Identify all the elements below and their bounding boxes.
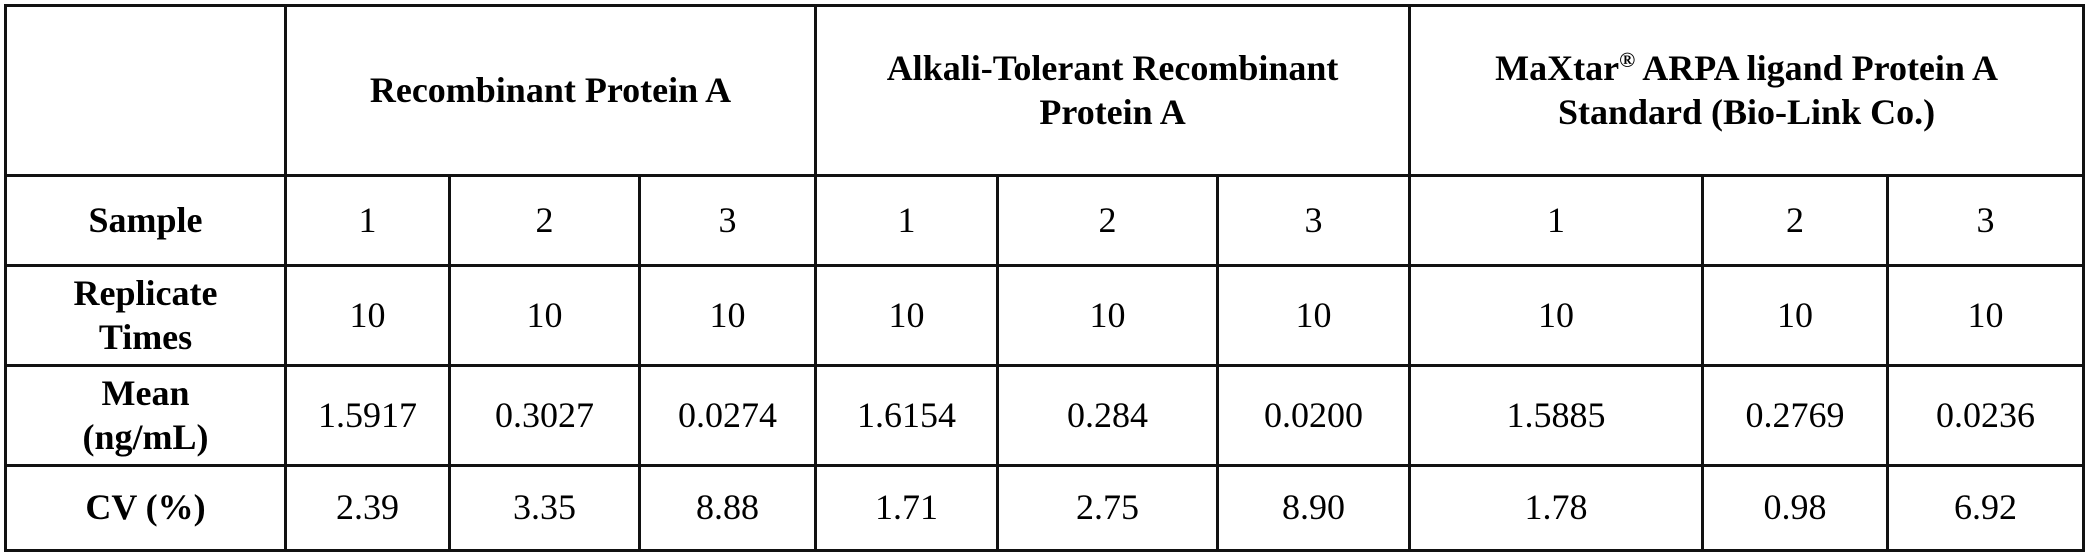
- table-cell: 3: [1886, 174, 2086, 267]
- table-row-mean: Mean (ng/mL) 1.5917 0.3027 0.0274 1.6154…: [4, 364, 2086, 467]
- table-cell: 10: [1408, 264, 1705, 367]
- row-label-line: Replicate: [73, 272, 218, 313]
- row-label: Mean (ng/mL): [4, 364, 287, 467]
- table-cell: 10: [448, 264, 641, 367]
- corner-cell: [4, 4, 287, 177]
- table-cell: 8.90: [1216, 464, 1412, 552]
- table-cell: 6.92: [1886, 464, 2086, 552]
- group-header-line: ARPA ligand Protein A: [1635, 47, 1998, 88]
- row-label: Sample: [4, 174, 287, 267]
- table-cell: 2.39: [284, 464, 451, 552]
- table-cell: 3.35: [448, 464, 641, 552]
- table-cell: 1: [284, 174, 451, 267]
- row-label-line: Times: [98, 316, 193, 357]
- group-header-line: Standard (Bio-Link Co.): [1558, 91, 1936, 132]
- table-cell: 2: [996, 174, 1220, 267]
- table-cell: 10: [1701, 264, 1890, 367]
- table-cell: 10: [814, 264, 1000, 367]
- table-row-cv: CV (%) 2.39 3.35 8.88 1.71 2.75 8.90 1.7…: [4, 464, 2086, 552]
- header-row: Recombinant Protein A Alkali-Tolerant Re…: [4, 4, 2086, 177]
- table-row-sample: Sample 1 2 3 1 2 3 1 2 3: [4, 174, 2086, 267]
- group-header-alkali-tolerant: Alkali-Tolerant Recombinant Protein A: [814, 4, 1412, 177]
- table-cell: 10: [996, 264, 1220, 367]
- table-cell: 10: [1216, 264, 1412, 367]
- data-table: Recombinant Protein A Alkali-Tolerant Re…: [4, 4, 2086, 552]
- table-cell: 3: [637, 174, 818, 267]
- group-header-line: Alkali-Tolerant Recombinant: [886, 47, 1339, 88]
- table-cell: 1.5885: [1408, 364, 1705, 467]
- table-cell: 2.75: [996, 464, 1220, 552]
- row-label-line: (ng/mL): [82, 416, 209, 457]
- group-header-line: Protein A: [1039, 91, 1186, 132]
- table-cell: 10: [637, 264, 818, 367]
- table-cell: 1.78: [1408, 464, 1705, 552]
- table-cell: 3: [1216, 174, 1412, 267]
- table-cell: 0.284: [996, 364, 1220, 467]
- group-header-recombinant: Recombinant Protein A: [283, 4, 818, 177]
- table-cell: 0.0236: [1886, 364, 2086, 467]
- table-row-replicate-times: Replicate Times 10 10 10 10 10 10 10 10 …: [4, 264, 2086, 367]
- row-label: Replicate Times: [4, 264, 287, 367]
- table-cell: 1.5917: [284, 364, 451, 467]
- table-cell: 10: [1886, 264, 2086, 367]
- table-cell: 1.71: [814, 464, 1000, 552]
- brand-name: MaXtar: [1495, 47, 1620, 88]
- table-cell: 0.0200: [1216, 364, 1412, 467]
- table-cell: 1: [814, 174, 1000, 267]
- table-cell: 8.88: [637, 464, 818, 552]
- table-cell: 0.2769: [1701, 364, 1890, 467]
- table-cell: 1.6154: [814, 364, 1000, 467]
- table-cell: 2: [448, 174, 641, 267]
- table-cell: 1: [1408, 174, 1705, 267]
- table-cell: 2: [1701, 174, 1890, 267]
- row-label: CV (%): [4, 464, 287, 552]
- group-header-maxtar: MaXtar® ARPA ligand Protein A Standard (…: [1408, 4, 2086, 177]
- table-cell: 10: [284, 264, 451, 367]
- registered-mark: ®: [1619, 47, 1636, 72]
- table-cell: 0.3027: [448, 364, 641, 467]
- table-cell: 0.0274: [637, 364, 818, 467]
- row-label-line: Mean: [101, 372, 190, 413]
- table-cell: 0.98: [1701, 464, 1890, 552]
- group-header-label: Recombinant Protein A: [369, 69, 732, 110]
